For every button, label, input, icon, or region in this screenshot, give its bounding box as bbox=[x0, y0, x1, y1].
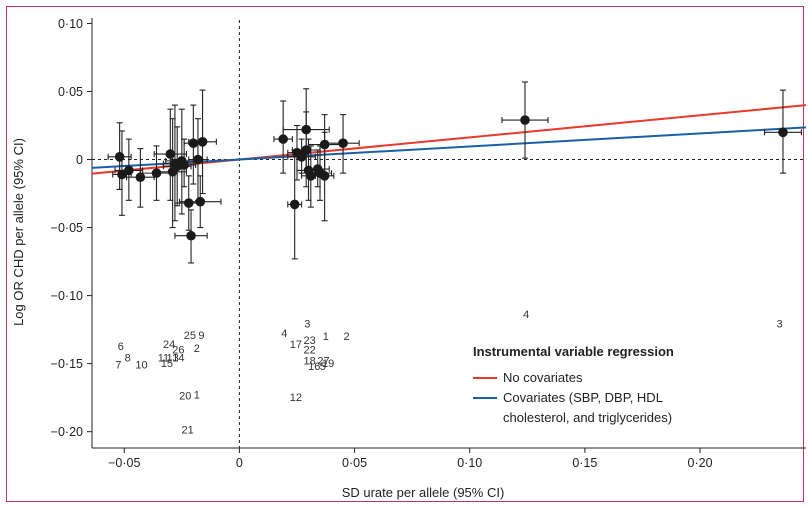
data-point bbox=[193, 154, 203, 165]
point-label: 27 bbox=[317, 355, 329, 367]
x-tick-label: 0·20 bbox=[688, 456, 713, 470]
data-point bbox=[188, 138, 199, 148]
data-point bbox=[278, 134, 288, 144]
y-tick-label: −0·20 bbox=[51, 425, 83, 439]
data-point bbox=[165, 149, 176, 159]
point-label: 12 bbox=[290, 392, 302, 404]
data-point bbox=[186, 230, 196, 241]
data-point bbox=[135, 172, 146, 183]
point-label: 10 bbox=[135, 359, 147, 371]
x-tick-label: 0·15 bbox=[572, 456, 597, 470]
legend-entry: Covariates (SBP, DBP, HDL bbox=[503, 390, 663, 405]
data-point bbox=[117, 169, 127, 180]
regression-line-covariates bbox=[91, 126, 807, 169]
data-point bbox=[179, 160, 189, 170]
x-tick-label: −0·05 bbox=[108, 456, 140, 470]
y-tick-label: −0·15 bbox=[51, 357, 83, 371]
point-label: 8 bbox=[125, 353, 131, 365]
point-label: 3 bbox=[304, 319, 310, 331]
point-label: 21 bbox=[181, 425, 193, 437]
error-bars bbox=[107, 81, 802, 264]
point-label: 1 bbox=[323, 331, 329, 343]
point-label: 11 bbox=[158, 353, 169, 365]
y-tick-label: 0·10 bbox=[58, 17, 83, 31]
point-label: 4 bbox=[281, 328, 287, 340]
legend-title: Instrumental variable regression bbox=[473, 344, 674, 359]
point-label: 20 bbox=[179, 391, 191, 403]
data-point bbox=[114, 151, 125, 162]
x-tick-label: 0 bbox=[236, 456, 243, 470]
data-point bbox=[301, 145, 312, 155]
y-tick-label: −0·10 bbox=[51, 289, 83, 303]
point-label: 4 bbox=[523, 309, 529, 321]
data-point bbox=[306, 171, 316, 181]
point-label: 23 bbox=[304, 335, 316, 347]
point-label: 2 bbox=[194, 343, 200, 355]
point-label: 26 bbox=[172, 344, 184, 356]
data-point bbox=[151, 168, 162, 178]
legend-entry: cholesterol, and triglycerides) bbox=[503, 410, 672, 425]
point-label: 6 bbox=[118, 341, 124, 353]
data-point bbox=[195, 196, 206, 207]
point-label: 9 bbox=[198, 330, 204, 342]
legend-entry: No covariates bbox=[503, 370, 583, 385]
point-label: 13 bbox=[166, 353, 178, 365]
y-tick-label: 0·05 bbox=[58, 85, 83, 99]
regression-lines bbox=[91, 104, 807, 175]
point-label: 1 bbox=[194, 389, 200, 401]
data-point bbox=[319, 139, 330, 150]
data-point bbox=[124, 165, 134, 176]
data-point bbox=[319, 171, 330, 181]
point-label: 14 bbox=[172, 353, 184, 365]
point-label: 5 bbox=[320, 361, 326, 373]
axes: 0·10 0·05 0 −0·05 −0·10 −0·15 −0·20 −0·05 0 0·05 0… bbox=[51, 17, 806, 470]
legend: Instrumental variable regression No covar… bbox=[473, 344, 674, 425]
data-point bbox=[289, 199, 300, 210]
point-label: 2 bbox=[343, 331, 349, 343]
point-label: 24 bbox=[163, 339, 175, 351]
data-point bbox=[197, 137, 208, 147]
y-tick-label: 0 bbox=[76, 153, 83, 167]
x-axis-label: SD urate per allele (95% CI) bbox=[342, 485, 505, 500]
data-point bbox=[520, 115, 530, 125]
point-label: 16 bbox=[308, 361, 320, 373]
data-point bbox=[296, 151, 307, 162]
data-point bbox=[183, 198, 194, 208]
point-label: 7 bbox=[115, 359, 121, 371]
x-tick-label: 0·10 bbox=[457, 456, 482, 470]
point-label: 19 bbox=[322, 358, 334, 370]
data-point bbox=[338, 138, 348, 148]
regression-line-no-covariates bbox=[91, 104, 807, 175]
data-point bbox=[301, 124, 312, 135]
point-label: 3 bbox=[776, 319, 782, 331]
point-label: 17 bbox=[290, 339, 302, 351]
y-tick-label: −0·05 bbox=[51, 221, 83, 235]
y-axis-label: Log OR CHD per allele (95% CI) bbox=[11, 138, 26, 326]
point-label: 18 bbox=[304, 355, 316, 367]
point-label: 25 bbox=[184, 330, 196, 342]
reference-lines bbox=[92, 20, 806, 448]
x-tick-label: 0·05 bbox=[342, 456, 367, 470]
figure-border bbox=[6, 6, 804, 502]
data-point bbox=[778, 127, 788, 138]
data-points bbox=[114, 115, 788, 241]
point-label: 22 bbox=[304, 344, 316, 356]
point-label: 15 bbox=[161, 358, 173, 370]
